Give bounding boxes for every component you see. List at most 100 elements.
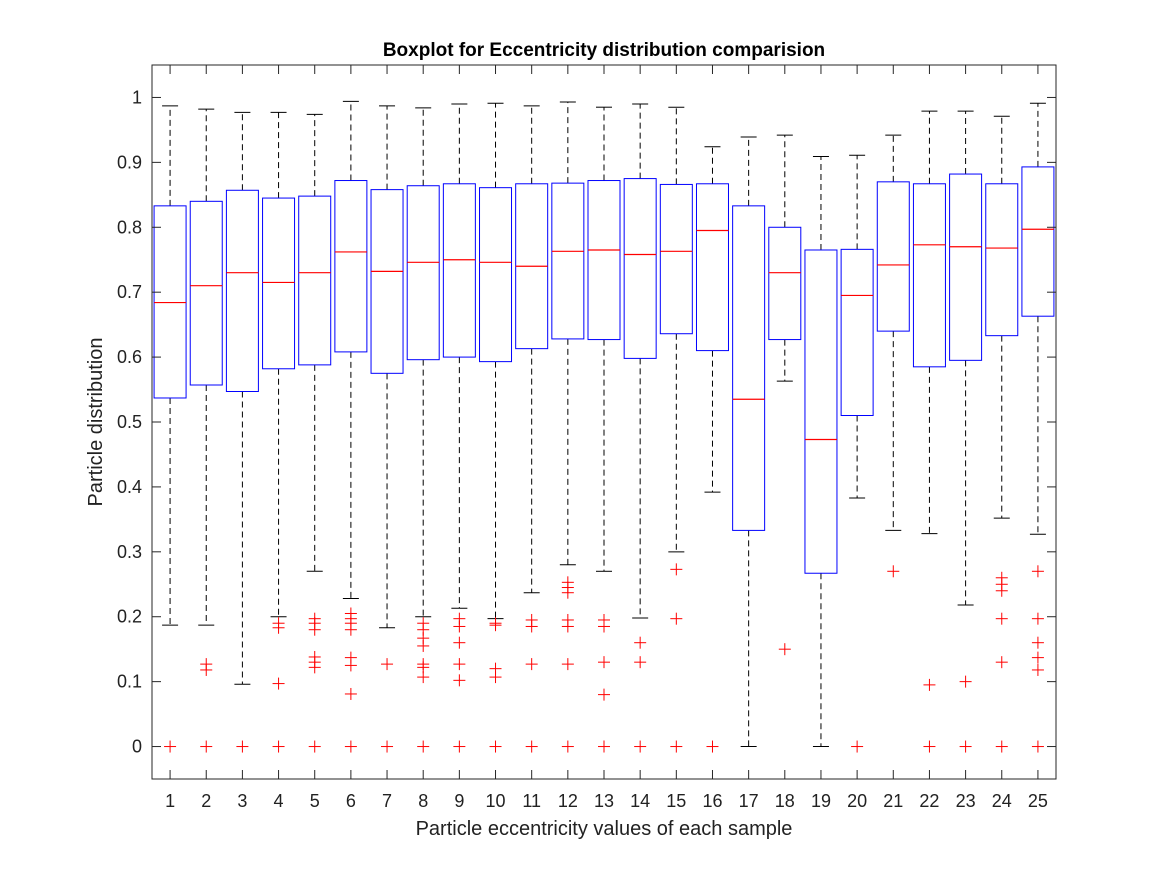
x-tick-label: 10 bbox=[486, 791, 506, 811]
outlier-marker bbox=[525, 740, 538, 753]
boxes-layer bbox=[153, 100, 1055, 753]
x-tick-label: 19 bbox=[811, 791, 831, 811]
outlier-marker bbox=[995, 656, 1008, 669]
box-group-8 bbox=[406, 107, 440, 753]
outlier-marker bbox=[706, 740, 719, 753]
box-iqr bbox=[334, 180, 368, 353]
box-iqr bbox=[659, 183, 693, 335]
box-group-19 bbox=[804, 156, 838, 748]
box-group-6 bbox=[334, 100, 368, 753]
outlier-marker bbox=[598, 688, 610, 701]
x-tick-label: 16 bbox=[702, 791, 722, 811]
y-tick-label: 0.9 bbox=[117, 152, 142, 172]
box-group-16 bbox=[695, 146, 729, 753]
outlier-marker bbox=[344, 651, 357, 664]
outlier-marker bbox=[200, 658, 213, 671]
x-tick-label: 13 bbox=[594, 791, 614, 811]
box-group-21 bbox=[876, 134, 910, 578]
x-tick-label: 18 bbox=[775, 791, 795, 811]
outlier-marker bbox=[561, 740, 574, 753]
y-tick-label: 0 bbox=[132, 737, 142, 757]
x-tick-label: 20 bbox=[847, 791, 867, 811]
box-group-1 bbox=[153, 105, 187, 753]
outlier-marker bbox=[453, 658, 466, 671]
box-group-15 bbox=[659, 106, 693, 753]
box-iqr bbox=[912, 183, 946, 368]
box-iqr bbox=[479, 187, 513, 363]
box-iqr bbox=[732, 205, 766, 531]
y-tick-label: 0.4 bbox=[117, 477, 142, 497]
box-iqr bbox=[406, 185, 440, 361]
box-iqr bbox=[876, 181, 910, 332]
x-tick-label: 5 bbox=[310, 791, 320, 811]
x-tick-label: 3 bbox=[237, 791, 247, 811]
box-group-3 bbox=[225, 111, 259, 753]
y-axis-label: Particle distribution bbox=[85, 338, 107, 507]
outlier-marker bbox=[272, 617, 285, 630]
box-iqr bbox=[298, 195, 332, 366]
x-tick-label: 4 bbox=[274, 791, 284, 811]
outlier-marker bbox=[381, 740, 394, 753]
box-group-23 bbox=[949, 110, 983, 753]
outlier-marker bbox=[887, 565, 900, 578]
box-iqr bbox=[153, 205, 187, 399]
y-tick-label: 0.2 bbox=[117, 607, 142, 627]
box-group-17 bbox=[732, 136, 766, 748]
outlier-marker bbox=[308, 612, 321, 625]
outlier-marker bbox=[272, 740, 285, 753]
x-tick-label: 12 bbox=[558, 791, 578, 811]
x-tick-label: 9 bbox=[454, 791, 464, 811]
outlier-marker bbox=[344, 607, 357, 620]
outlier-marker bbox=[489, 662, 502, 675]
box-iqr bbox=[804, 249, 838, 574]
outlier-marker bbox=[598, 656, 610, 669]
x-tick-label: 17 bbox=[739, 791, 759, 811]
outlier-marker bbox=[634, 656, 647, 669]
outlier-marker bbox=[670, 740, 683, 753]
outlier-marker bbox=[1031, 663, 1044, 676]
box-group-24 bbox=[985, 115, 1019, 753]
outlier-marker bbox=[959, 675, 972, 688]
y-tick-label: 0.3 bbox=[117, 542, 142, 562]
box-group-13 bbox=[587, 106, 621, 753]
outlier-marker bbox=[272, 677, 285, 690]
y-tick-label: 0.6 bbox=[117, 347, 142, 367]
outlier-marker bbox=[381, 658, 394, 671]
box-iqr bbox=[1021, 166, 1055, 317]
box-group-4 bbox=[262, 111, 296, 753]
box-group-10 bbox=[479, 102, 513, 753]
outlier-marker bbox=[1031, 636, 1044, 649]
outlier-marker bbox=[1031, 740, 1044, 753]
outlier-marker bbox=[164, 740, 177, 753]
outlier-marker bbox=[634, 636, 647, 649]
x-tick-label: 25 bbox=[1028, 791, 1048, 811]
outlier-marker bbox=[959, 740, 972, 753]
outlier-marker bbox=[995, 571, 1008, 584]
x-axis-label: Particle eccentricity values of each sam… bbox=[416, 818, 793, 840]
box-iqr bbox=[840, 248, 874, 417]
outlier-marker bbox=[634, 740, 647, 753]
outlier-marker bbox=[489, 617, 502, 630]
outlier-marker bbox=[489, 740, 502, 753]
outlier-marker bbox=[670, 563, 683, 576]
outlier-marker bbox=[670, 612, 683, 625]
outlier-marker bbox=[598, 740, 610, 753]
y-tick-label: 0.8 bbox=[117, 217, 142, 237]
x-tick-label: 6 bbox=[346, 791, 356, 811]
y-tick-label: 0.5 bbox=[117, 412, 142, 432]
box-iqr bbox=[985, 183, 1019, 337]
outlier-marker bbox=[344, 740, 357, 753]
box-iqr bbox=[768, 226, 802, 341]
outlier-marker bbox=[200, 740, 213, 753]
box-iqr bbox=[949, 173, 983, 361]
box-iqr bbox=[695, 183, 729, 352]
box-group-20 bbox=[840, 154, 874, 753]
x-tick-label: 11 bbox=[522, 791, 541, 811]
box-group-7 bbox=[370, 105, 404, 753]
outlier-marker bbox=[995, 740, 1008, 753]
x-tick-label: 2 bbox=[201, 791, 211, 811]
box-iqr bbox=[370, 189, 404, 374]
x-tick-label: 23 bbox=[956, 791, 976, 811]
x-tick-label: 14 bbox=[630, 791, 650, 811]
outlier-marker bbox=[308, 740, 321, 753]
